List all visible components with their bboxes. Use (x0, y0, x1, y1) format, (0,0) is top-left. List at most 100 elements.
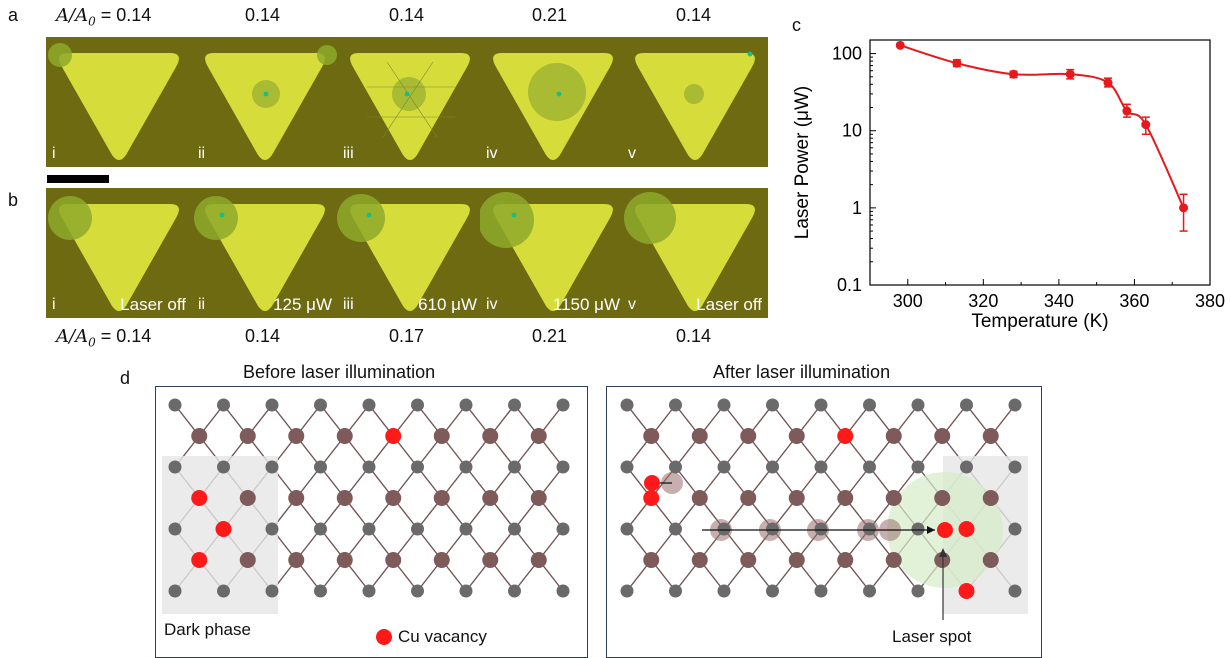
grey-atom (911, 398, 925, 412)
brown-atom (239, 490, 256, 506)
brown-atom (740, 490, 757, 506)
grey-atom (411, 584, 424, 598)
scan-line (382, 61, 434, 138)
brown-atom (385, 490, 402, 506)
y-tick-label: 100 (832, 44, 862, 64)
brown-atom (837, 552, 854, 568)
panel-label-c: c (792, 15, 801, 35)
dark-phase-region (48, 43, 72, 67)
grey-atom (508, 398, 521, 412)
ratio-value: 0.17 (389, 326, 425, 346)
cu-vacancy-atom (937, 522, 953, 538)
grey-atom (814, 522, 828, 536)
brown-atom (643, 552, 660, 568)
dark-spot (684, 84, 704, 104)
ratio-value: = 0.14 (95, 326, 152, 346)
grey-atom (411, 398, 424, 412)
grey-atom (960, 460, 973, 474)
laser-dot (366, 212, 372, 218)
laser-dot (511, 212, 517, 218)
tile-condition: 610 μW (418, 295, 477, 314)
micrograph-tile: iii (337, 37, 483, 167)
tile-index: i (52, 296, 56, 313)
y-tick-label: 1 (852, 198, 862, 218)
ratio-value: 0.14 (676, 5, 712, 25)
tile-index: iii (343, 145, 354, 162)
grey-atom (669, 584, 682, 598)
brown-atom (788, 490, 805, 506)
micrograph-tile: ii 125 μW (192, 188, 338, 318)
scan-line (386, 61, 438, 138)
grey-atom (459, 398, 473, 412)
dark-spot (528, 63, 586, 121)
y-tick-label: 0.1 (837, 275, 862, 295)
grey-atom (459, 522, 473, 536)
micrograph-tile: v Laser off (622, 188, 768, 318)
data-point (1141, 120, 1151, 130)
grey-atom (556, 522, 570, 536)
panel-label-a: a (8, 5, 19, 25)
grey-atom (362, 522, 376, 536)
data-point (952, 58, 962, 68)
grey-atom (717, 584, 731, 598)
grey-atom (168, 398, 182, 412)
laser-dot (263, 91, 269, 97)
dark-phase-region (194, 196, 238, 240)
grey-atom (814, 460, 828, 474)
grey-atom (1008, 398, 1022, 412)
micrograph-tile: iv 1150 μW (480, 188, 626, 318)
x-tick-label: 300 (893, 291, 923, 311)
brown-atom (336, 490, 353, 506)
brown-atom (288, 490, 305, 506)
grey-atom (362, 584, 376, 598)
grey-atom (411, 460, 424, 474)
laser-spot-label: Laser spot (892, 627, 972, 646)
grey-atom (556, 398, 570, 412)
grey-atom (265, 584, 279, 598)
arrow-head (939, 548, 947, 557)
data-point (1179, 203, 1189, 213)
brown-atom (643, 428, 660, 444)
grey-atom (362, 398, 376, 412)
grey-atom (620, 398, 634, 412)
grey-atom (168, 522, 182, 536)
brown-atom (691, 490, 708, 506)
ratio-label-first: A/A0 = 0.14 (56, 5, 151, 29)
grey-atom (459, 584, 473, 598)
cu-vacancy-atom (958, 521, 975, 537)
grey-atom (265, 460, 279, 474)
dark-phase-region (48, 196, 92, 240)
tile-condition: Laser off (120, 295, 186, 314)
brown-atom (530, 490, 547, 506)
grey-atom (960, 398, 973, 412)
panel-label-b: b (8, 190, 19, 210)
grey-atom (217, 460, 230, 474)
grey-atom (911, 522, 925, 536)
ratio-value: 0.14 (245, 5, 281, 25)
grey-atom (766, 584, 779, 598)
grey-atom (314, 522, 327, 536)
dark-phase-region (317, 45, 337, 65)
tile-index: iv (486, 145, 498, 162)
tile-index: ii (198, 296, 206, 313)
tile-index: iv (486, 296, 498, 313)
grey-atom (911, 460, 925, 474)
grey-atom (508, 522, 521, 536)
y-tick-label: 10 (842, 121, 862, 141)
brown-atom (982, 552, 999, 568)
dark-phase-region (337, 194, 385, 242)
ratio-value: 0.21 (532, 326, 568, 346)
brown-atom (288, 552, 305, 568)
brown-atom (433, 428, 450, 444)
brown-atom (433, 552, 450, 568)
grey-atom (217, 584, 230, 598)
grey-atom (411, 522, 424, 536)
brown-atom (691, 428, 708, 444)
grey-atom (265, 398, 279, 412)
after-title: After laser illumination (713, 362, 891, 382)
data-point (895, 40, 905, 50)
cu-vacancy-atom (191, 490, 208, 506)
triangle-flake (635, 53, 755, 160)
micrograph-tile: iv (480, 37, 626, 167)
